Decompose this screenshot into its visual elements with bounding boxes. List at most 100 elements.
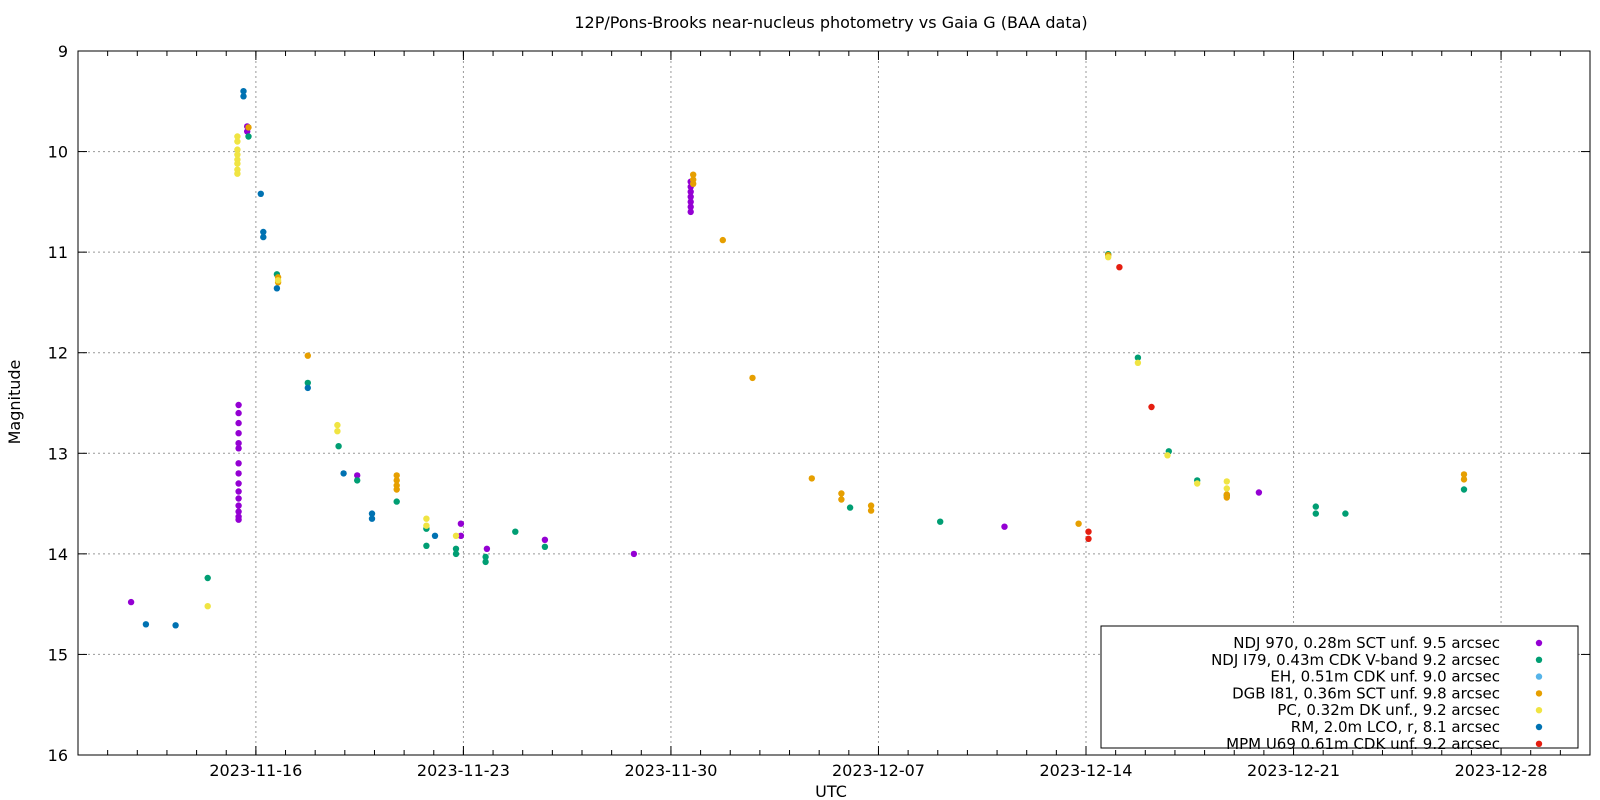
data-point — [235, 488, 241, 494]
data-point — [542, 544, 548, 550]
data-point — [245, 124, 251, 130]
data-point — [749, 375, 755, 381]
legend-marker — [1536, 690, 1542, 696]
data-point — [235, 480, 241, 486]
data-point — [172, 622, 178, 628]
x-axis-label: UTC — [815, 782, 847, 800]
data-point — [205, 603, 211, 609]
x-tick-label: 2023-11-30 — [624, 761, 717, 780]
data-point — [1224, 494, 1230, 500]
data-point — [258, 191, 264, 197]
y-tick-label: 16 — [48, 746, 68, 765]
y-tick-label: 12 — [48, 344, 68, 363]
series-5 — [143, 88, 439, 629]
data-point — [1105, 254, 1111, 260]
data-point — [1256, 489, 1262, 495]
x-tick-label: 2023-12-28 — [1455, 761, 1548, 780]
data-point — [1085, 536, 1091, 542]
data-point — [1224, 478, 1230, 484]
data-point — [484, 546, 490, 552]
data-point — [1313, 503, 1319, 509]
data-point — [334, 422, 340, 428]
x-tick-label: 2023-11-23 — [417, 761, 510, 780]
data-point — [1164, 452, 1170, 458]
series-4 — [205, 133, 1231, 609]
legend-label: MPM U69 0.61m CDK unf. 9.2 arcsec — [1226, 735, 1500, 753]
series-6 — [1085, 264, 1154, 542]
data-point — [234, 171, 240, 177]
y-tick-label: 11 — [48, 243, 68, 262]
series-1 — [205, 133, 1468, 581]
data-point — [143, 621, 149, 627]
data-point — [274, 285, 280, 291]
data-point — [1085, 529, 1091, 535]
y-tick-label: 9 — [58, 42, 68, 61]
data-point — [937, 519, 943, 525]
data-point — [838, 496, 844, 502]
data-point — [235, 517, 241, 523]
data-point — [423, 543, 429, 549]
x-tick-label: 2023-12-07 — [832, 761, 925, 780]
data-point — [305, 385, 311, 391]
data-point — [1342, 510, 1348, 516]
x-tick-label: 2023-11-16 — [209, 761, 302, 780]
data-point — [1313, 510, 1319, 516]
data-point — [423, 523, 429, 529]
data-point — [205, 575, 211, 581]
legend-label: NDJ 970, 0.28m SCT unf. 9.5 arcsec — [1233, 634, 1500, 652]
data-point — [235, 402, 241, 408]
data-point — [432, 533, 438, 539]
data-point — [305, 353, 311, 359]
data-point — [235, 430, 241, 436]
y-tick-label: 10 — [48, 143, 68, 162]
data-point — [240, 93, 246, 99]
data-point — [235, 410, 241, 416]
data-point — [235, 495, 241, 501]
x-tick-label: 2023-12-14 — [1040, 761, 1133, 780]
series-0 — [128, 123, 1262, 605]
legend-marker — [1536, 741, 1542, 747]
data-point — [458, 521, 464, 527]
data-point — [688, 209, 694, 215]
data-point — [1135, 360, 1141, 366]
data-point — [394, 486, 400, 492]
legend-marker — [1536, 707, 1542, 713]
y-tick-label: 14 — [48, 545, 68, 564]
legend-label: NDJ I79, 0.43m CDK V-band 9.2 arcsec — [1211, 651, 1500, 669]
chart-title: 12P/Pons-Brooks near-nucleus photometry … — [574, 13, 1087, 32]
data-point — [690, 181, 696, 187]
data-point — [340, 470, 346, 476]
data-point — [1116, 264, 1122, 270]
data-point — [868, 507, 874, 513]
legend-marker — [1536, 673, 1542, 679]
data-point — [512, 529, 518, 535]
legend-marker — [1536, 724, 1542, 730]
data-point — [234, 160, 240, 166]
x-tick-label: 2023-12-21 — [1247, 761, 1340, 780]
y-tick-label: 13 — [48, 444, 68, 463]
data-point — [334, 428, 340, 434]
data-point — [847, 504, 853, 510]
data-point — [1461, 486, 1467, 492]
data-point — [234, 138, 240, 144]
data-point — [369, 516, 375, 522]
data-point — [394, 498, 400, 504]
data-point — [354, 477, 360, 483]
legend-label: DGB I81, 0.36m SCT unf. 9.8 arcsec — [1232, 684, 1500, 702]
data-point — [453, 551, 459, 557]
data-point — [1461, 476, 1467, 482]
data-point — [1194, 480, 1200, 486]
data-point — [720, 237, 726, 243]
data-point — [809, 475, 815, 481]
data-point — [542, 537, 548, 543]
data-point — [1224, 485, 1230, 491]
data-point — [335, 443, 341, 449]
legend-label: PC, 0.32m DK unf., 9.2 arcsec — [1277, 701, 1500, 719]
data-point — [1075, 521, 1081, 527]
data-point — [128, 599, 134, 605]
y-tick-label: 15 — [48, 645, 68, 664]
data-point — [482, 559, 488, 565]
data-point — [235, 470, 241, 476]
data-point — [631, 551, 637, 557]
